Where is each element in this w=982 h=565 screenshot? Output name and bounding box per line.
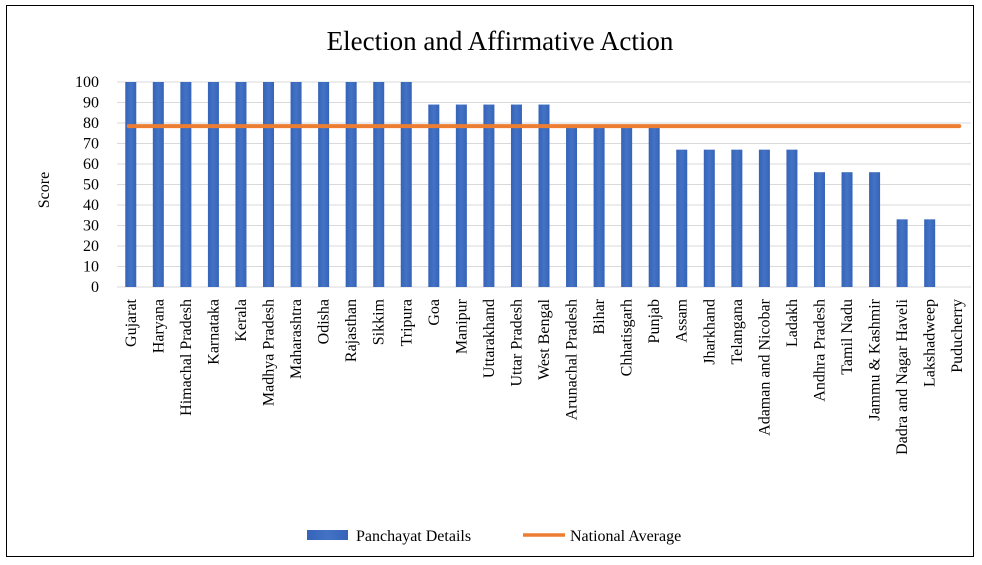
x-tick-label: Maharashtra (288, 299, 305, 379)
x-tick-label: Gujarat (123, 298, 140, 347)
y-axis-ticks: 0 10 20 30 40 50 60 70 80 90 100 (75, 74, 99, 296)
x-tick-label: Tamil Nadu (839, 299, 856, 375)
x-tick-label: Adaman and Nicobar (756, 298, 773, 436)
y-tick-label: 70 (83, 136, 99, 153)
x-tick-label: Uttarakhand (481, 299, 498, 378)
y-tick-label: 40 (83, 197, 99, 214)
legend: Panchayat Details National Average (307, 528, 681, 545)
x-tick-label: Puducherry (949, 299, 966, 373)
x-tick-label: Odisha (316, 299, 333, 344)
bar (455, 104, 467, 287)
bar (703, 149, 715, 287)
x-tick-label: West Bengal (536, 298, 553, 379)
y-tick-label: 80 (83, 115, 99, 132)
bar (566, 127, 578, 287)
bar (896, 219, 908, 287)
x-tick-label: Jammu & Kashmir (867, 298, 884, 420)
bar (648, 127, 660, 287)
y-tick-label: 20 (83, 238, 99, 255)
x-tick-label: Manipur (453, 298, 470, 354)
bar (180, 82, 192, 287)
bar (235, 82, 247, 287)
x-tick-label: Rajasthan (343, 299, 360, 362)
x-tick-label: Punjab (646, 299, 663, 343)
x-tick-label: Himachal Pradesh (178, 299, 195, 416)
x-tick-label: Tripura (398, 299, 415, 346)
bar (428, 104, 440, 287)
y-tick-label: 30 (83, 218, 99, 235)
x-tick-label: Dadra and Nagar Haveli (894, 298, 911, 454)
x-axis-categories: Gujarat Haryana Himachal Pradesh Karnataka K… (123, 298, 966, 455)
x-tick-label: Goa (426, 299, 443, 326)
x-tick-label: Telangana (729, 299, 746, 365)
bar (593, 127, 605, 287)
bar (345, 82, 357, 287)
x-tick-label: Andhra Pradesh (811, 299, 828, 402)
bar (758, 149, 770, 287)
bar (786, 149, 798, 287)
x-tick-label: Madhya Pradesh (261, 299, 278, 406)
x-tick-label: Karnataka (205, 299, 222, 365)
x-tick-label: Sikkim (371, 298, 388, 345)
bar (483, 104, 495, 287)
y-tick-label: 10 (83, 259, 99, 276)
y-tick-label: 90 (83, 95, 99, 112)
x-tick-label: Haryana (150, 299, 167, 353)
bar (924, 219, 936, 287)
x-tick-label: Kerala (233, 299, 250, 342)
bar (373, 82, 385, 287)
bar-series (125, 82, 936, 287)
x-tick-label: Bihar (591, 298, 608, 334)
bar (207, 82, 219, 287)
bar (813, 172, 825, 287)
bar (841, 172, 853, 287)
bar (290, 82, 302, 287)
bar (621, 127, 633, 287)
legend-swatch-panchayat-details (307, 530, 348, 540)
chart-frame (6, 5, 974, 557)
legend-label-national-average: National Average (570, 528, 681, 545)
y-tick-label: 60 (83, 156, 99, 173)
x-tick-label: Chhatisgarh (619, 299, 636, 376)
bar (538, 104, 550, 287)
bar (869, 172, 881, 287)
x-tick-label: Assam (674, 298, 691, 342)
bar (731, 149, 743, 287)
y-tick-label: 50 (83, 177, 99, 194)
bar (152, 82, 164, 287)
x-tick-label: Ladakh (784, 299, 801, 347)
bar (510, 104, 522, 287)
y-tick-label: 100 (75, 74, 99, 91)
y-axis-title: Score (36, 172, 53, 208)
bar (263, 82, 275, 287)
bar (676, 149, 688, 287)
x-tick-label: Arunachal Pradesh (564, 299, 581, 420)
x-tick-label: Uttar Pradesh (508, 299, 525, 387)
bar (400, 82, 412, 287)
bar (125, 82, 137, 287)
x-tick-label: Jharkhand (701, 299, 718, 365)
bar (318, 82, 330, 287)
legend-label-panchayat-details: Panchayat Details (356, 528, 471, 545)
x-tick-label: Lakshadweep (922, 299, 939, 387)
chart-title: Election and Affirmative Action (327, 26, 674, 56)
y-tick-label: 0 (91, 279, 99, 296)
